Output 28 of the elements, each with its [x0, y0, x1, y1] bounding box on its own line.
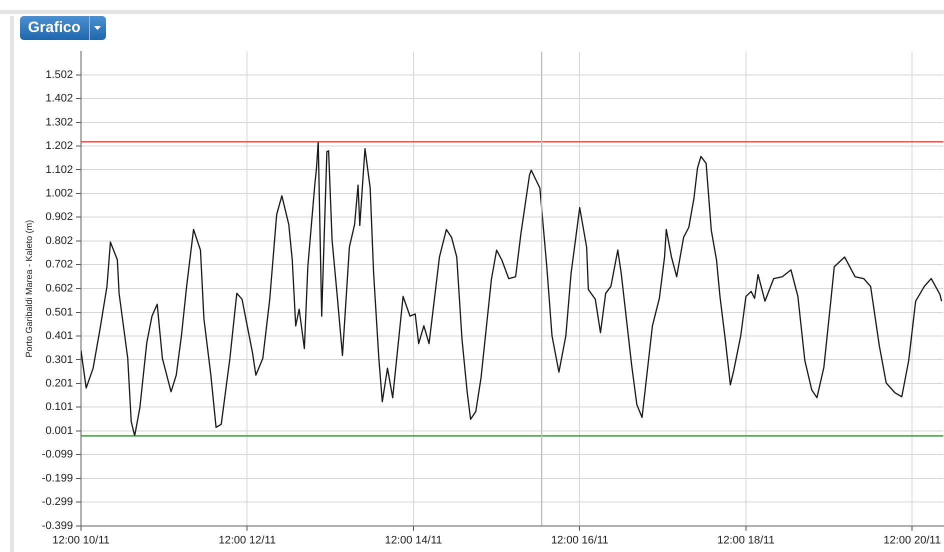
y-tick-label: 1.402 [45, 92, 73, 105]
y-tick-label: 0.401 [45, 330, 73, 342]
y-tick-label: 0.902 [45, 211, 73, 224]
y-tick-label: -0.099 [42, 448, 73, 461]
y-tick-label: 1.202 [45, 140, 73, 152]
y-tick-label: 1.002 [45, 187, 73, 200]
x-tick-label: 12:00 12/11 [218, 534, 276, 546]
y-tick-label: 0.001 [45, 424, 73, 437]
chart-title: Grafico [27, 18, 82, 38]
x-tick-label: 12:00 16/11 [551, 534, 608, 546]
y-tick-label: 1.502 [45, 68, 73, 81]
y-tick-label: 1.302 [45, 116, 73, 128]
y-tick-label: -0.199 [42, 472, 73, 484]
x-tick-label: 12:00 14/11 [384, 534, 442, 546]
y-tick-label: 0.201 [45, 378, 73, 390]
x-tick-label: 12:00 10/11 [52, 534, 110, 546]
y-axis-title: Porto Garibaldi Marea - Kaleto (m) [24, 220, 34, 358]
y-tick-label: -0.399 [42, 520, 73, 532]
y-tick-label: 0.301 [45, 354, 73, 366]
y-tick-label: 1.102 [45, 164, 73, 176]
y-tick-label: -0.299 [42, 496, 73, 508]
y-tick-label: 0.802 [45, 234, 73, 247]
x-tick-label: 12:00 18/11 [717, 534, 775, 546]
y-tick-label: 0.602 [45, 282, 73, 294]
x-tick-label: 12:00 20/11 [884, 534, 941, 546]
y-tick-label: 0.702 [45, 258, 73, 271]
y-tick-label: 0.501 [45, 306, 73, 318]
y-tick-label: 0.101 [45, 401, 73, 414]
